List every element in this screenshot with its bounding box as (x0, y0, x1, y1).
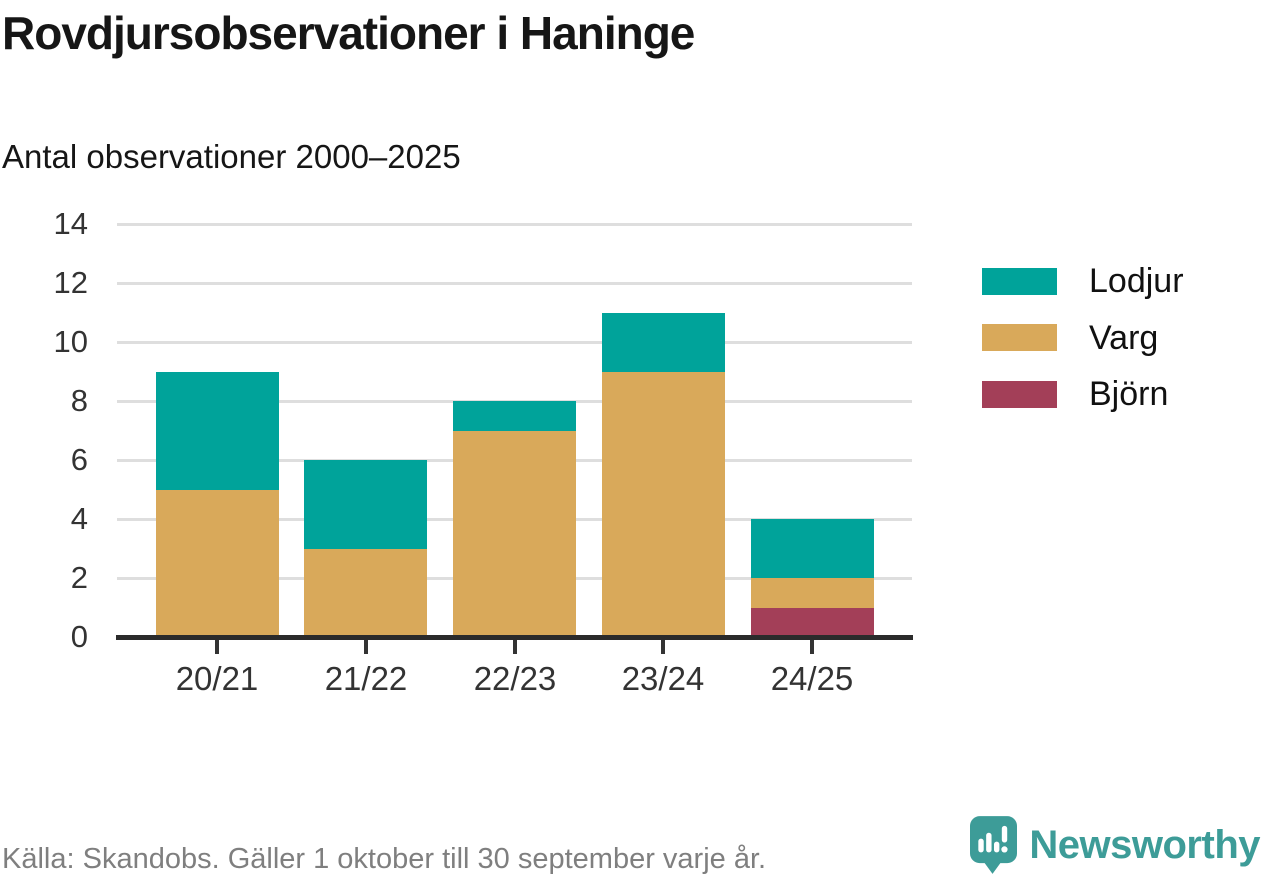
x-tick-22-23 (513, 640, 517, 654)
y-axis-label: 6 (70, 442, 88, 477)
x-axis-label: 20/21 (175, 660, 259, 697)
x-axis-line (116, 635, 913, 640)
y-axis-label: 2 (70, 560, 88, 595)
source-note: Källa: Skandobs. Gäller 1 oktober till 3… (2, 843, 767, 875)
bar-segment-lodjur-21-22 (304, 460, 427, 549)
legend-swatch-björn (982, 380, 1057, 408)
gridline-10 (117, 341, 912, 344)
x-tick-24-25 (810, 640, 814, 654)
bar-segment-varg-22-23 (453, 431, 576, 638)
brand-name: Newsworthy (1029, 822, 1260, 867)
y-axis-label: 12 (53, 265, 88, 300)
x-tick-20-21 (215, 640, 219, 654)
newsworthy-logo-icon (970, 816, 1018, 874)
y-axis-label: 0 (70, 619, 88, 654)
y-axis-label: 14 (53, 206, 88, 241)
legend-label: Björn (1089, 375, 1169, 413)
x-axis-label: 21/22 (324, 660, 408, 697)
brand-lockup: Newsworthy (970, 816, 1260, 874)
legend-item-lodjur: Lodjur (982, 264, 1184, 298)
legend-item-varg: Varg (982, 321, 1158, 355)
page-title: Rovdjursobservationer i Haninge (2, 7, 695, 59)
y-axis-label: 8 (70, 383, 88, 418)
bar-segment-lodjur-24-25 (751, 519, 874, 578)
gridline-12 (117, 282, 912, 285)
bar-segment-lodjur-22-23 (453, 401, 576, 431)
bar-segment-varg-24-25 (751, 578, 874, 608)
gridline-14 (117, 223, 912, 226)
bar-segment-varg-20-21 (156, 490, 279, 638)
legend-label: Varg (1089, 318, 1159, 357)
x-axis-label: 24/25 (770, 660, 854, 697)
x-axis-label: 23/24 (621, 660, 705, 697)
bar-segment-lodjur-23-24 (602, 313, 725, 372)
x-tick-21-22 (364, 640, 368, 654)
chart-subtitle: Antal observationer 2000–2025 (2, 138, 461, 175)
bar-segment-björn-24-25 (751, 608, 874, 638)
legend-label: Lodjur (1089, 262, 1184, 300)
legend-item-björn: Björn (982, 377, 1168, 411)
legend-swatch-lodjur (982, 267, 1057, 295)
x-axis-label: 22/23 (473, 660, 557, 697)
x-tick-23-24 (661, 640, 665, 654)
y-axis-label: 10 (53, 324, 88, 359)
bar-segment-varg-23-24 (602, 372, 725, 638)
bar-segment-lodjur-20-21 (156, 372, 279, 490)
y-axis-label: 4 (70, 501, 88, 536)
legend-swatch-varg (982, 324, 1057, 351)
bar-segment-varg-21-22 (304, 549, 427, 638)
